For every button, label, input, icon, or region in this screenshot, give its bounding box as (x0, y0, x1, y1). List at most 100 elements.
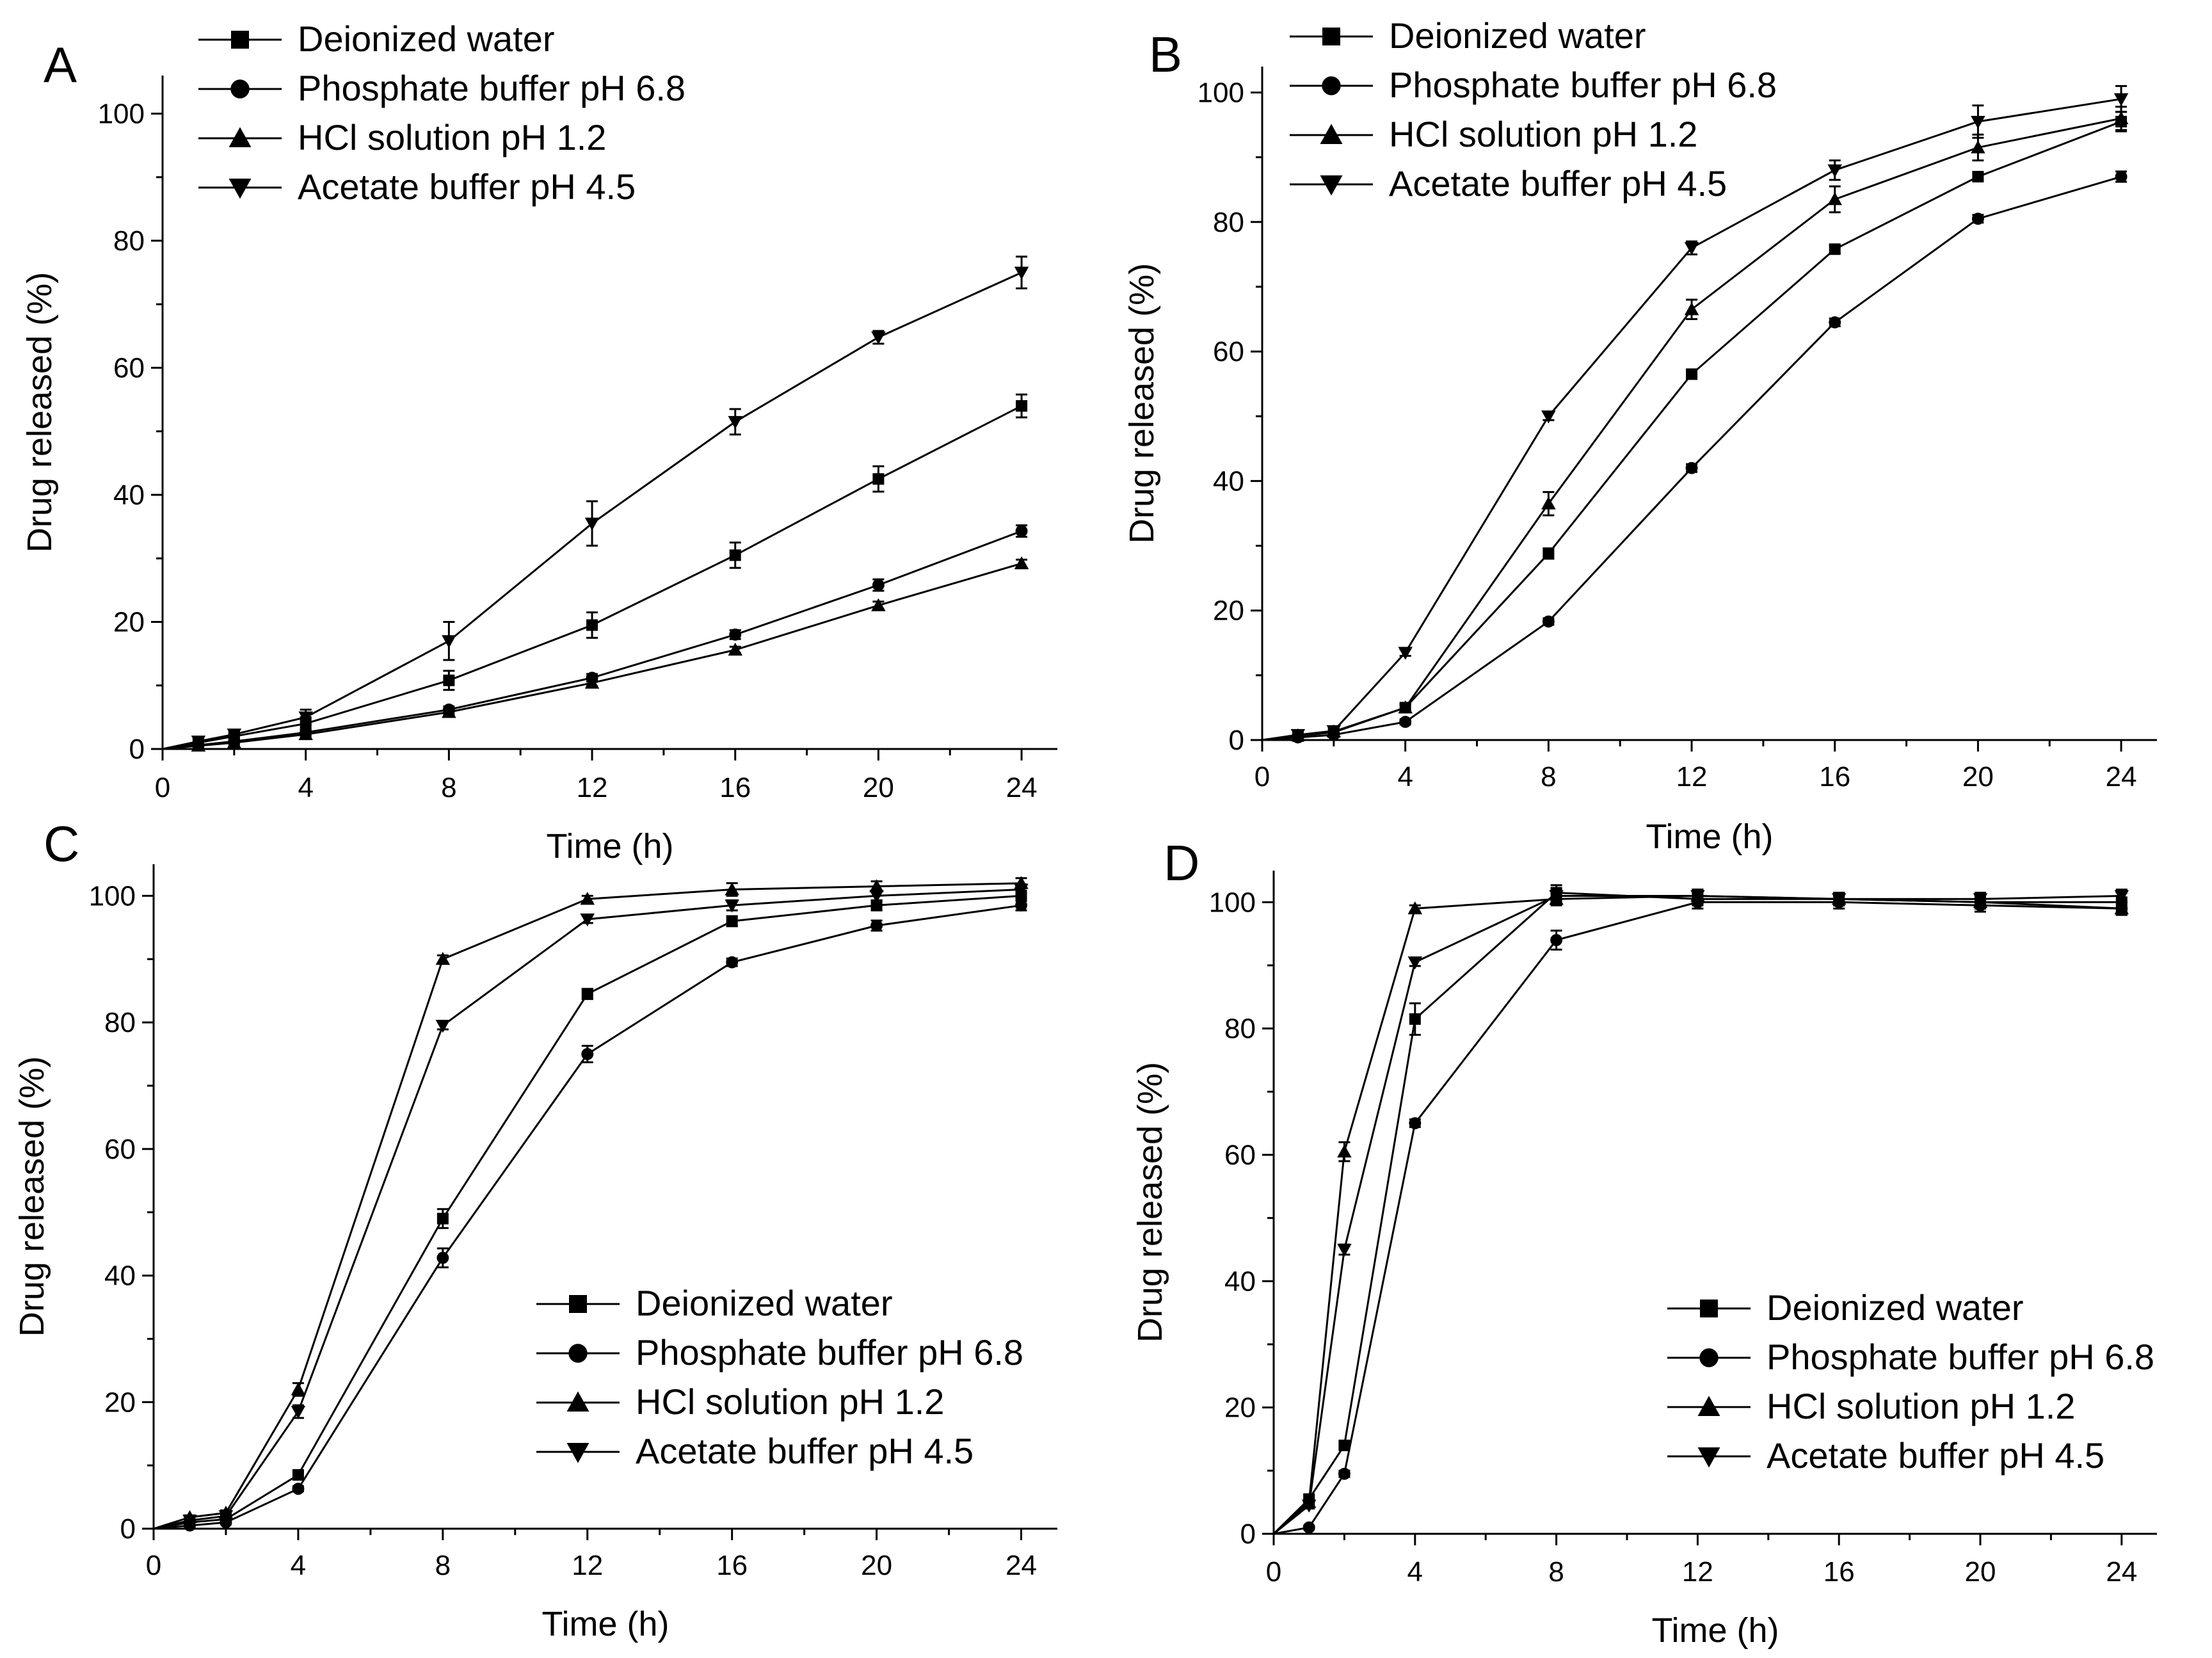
data-point (442, 635, 456, 648)
data-point (435, 1020, 451, 1033)
data-point (872, 579, 885, 592)
x-tick-label: 24 (2106, 761, 2137, 793)
x-tick-label: 12 (1682, 1556, 1713, 1588)
data-point (2115, 170, 2128, 183)
legend-label: Phosphate buffer pH 6.8 (636, 1332, 1023, 1372)
data-point (869, 879, 884, 892)
series-deionized-water (1262, 111, 2128, 742)
x-tick-label: 4 (291, 1550, 306, 1581)
data-point (1685, 462, 1698, 474)
x-tick-label: 0 (146, 1550, 161, 1581)
data-point (1542, 615, 1555, 628)
y-tick-label: 0 (1240, 1518, 1256, 1550)
legend-label: Phosphate buffer pH 6.8 (298, 68, 685, 108)
chart-panel-a: A 0 4 8 12 16 20 24 0 20 40 60 80 100 Time (h) Drug rel… (20, 19, 1057, 865)
y-tick-label: 20 (104, 1387, 136, 1418)
y-tick-label: 80 (113, 225, 145, 257)
legend-label: HCl solution pH 1.2 (298, 117, 606, 157)
legend-marker (228, 127, 252, 147)
data-point (2113, 93, 2129, 106)
legend-marker (228, 179, 252, 199)
data-point (227, 735, 242, 749)
data-point (191, 736, 206, 749)
data-point (1337, 1144, 1352, 1158)
x-tick-label: 0 (155, 772, 170, 803)
data-point (1399, 716, 1412, 728)
x-tick-label: 4 (298, 772, 313, 803)
data-point (726, 915, 738, 927)
series-line (1262, 175, 2122, 741)
y-tick-label: 80 (1224, 1013, 1256, 1045)
data-point (1543, 547, 1555, 559)
x-tick-label: 20 (861, 1550, 892, 1581)
data-point (869, 890, 884, 903)
data-point (584, 517, 600, 531)
legend-label: Acetate buffer pH 4.5 (298, 166, 636, 207)
data-point (870, 899, 883, 912)
data-point (1338, 1439, 1350, 1451)
x-tick-label: 0 (1254, 761, 1270, 793)
data-point (291, 1406, 306, 1419)
data-point (1831, 893, 1847, 906)
legend-marker (1322, 28, 1340, 45)
y-tick-label: 60 (104, 1134, 136, 1165)
data-point (1014, 556, 1029, 570)
legend-label: HCl solution pH 1.2 (1389, 114, 1697, 154)
legend-label: Deionized water (298, 19, 555, 59)
data-point (1302, 1521, 1315, 1534)
series-acetate-buffer-ph-4-5 (1262, 85, 2129, 743)
x-tick-label: 12 (572, 1550, 603, 1581)
data-point (1550, 934, 1563, 946)
x-axis-title: Time (h) (1652, 1611, 1779, 1650)
data-point (1541, 496, 1556, 510)
data-point (726, 956, 739, 969)
y-tick-label: 100 (98, 99, 145, 130)
x-tick-label: 4 (1397, 761, 1413, 793)
legend-marker (569, 1295, 587, 1313)
data-point (725, 882, 739, 896)
data-point (1827, 192, 1842, 205)
data-point (298, 711, 313, 725)
legend-marker (1697, 1396, 1720, 1416)
y-tick-label: 20 (1213, 595, 1244, 627)
legend-marker (1699, 1348, 1719, 1367)
legend-label: Acetate buffer pH 4.5 (1767, 1435, 2104, 1476)
y-tick-label: 60 (1224, 1139, 1256, 1171)
series-line (1262, 117, 2122, 741)
data-point (1301, 1499, 1317, 1513)
series-acetate-buffer-ph-4-5 (162, 255, 1029, 750)
data-point (1409, 1117, 1422, 1130)
data-point (872, 473, 885, 485)
data-point (1290, 728, 1306, 743)
x-tick-label: 24 (1006, 772, 1038, 803)
data-point (291, 1382, 306, 1396)
data-point (1409, 1013, 1421, 1025)
data-point (443, 674, 455, 686)
chart-panel-d: D 0 4 8 12 16 20 24 0 20 40 60 80 100 Time (h) Drug rel… (1131, 835, 2157, 1650)
data-point (292, 1483, 305, 1495)
legend-label: Acetate buffer pH 4.5 (1389, 163, 1727, 204)
data-point (871, 331, 886, 345)
series-acetate-buffer-ph-4-5 (1273, 889, 2129, 1535)
data-point (1971, 115, 1985, 129)
data-point (580, 914, 595, 927)
x-tick-label: 24 (2106, 1556, 2137, 1588)
data-point (1014, 883, 1029, 897)
x-axis-title: Time (h) (547, 827, 674, 865)
data-point (2114, 890, 2129, 903)
x-tick-label: 20 (1965, 1556, 1996, 1588)
y-axis-title: Drug released (%) (1131, 1062, 1169, 1342)
y-tick-label: 80 (104, 1007, 136, 1038)
x-tick-label: 8 (1548, 1556, 1564, 1588)
data-point (1016, 400, 1028, 412)
y-tick-label: 40 (1224, 1266, 1256, 1297)
data-point (729, 628, 742, 641)
x-tick-label: 16 (1819, 761, 1850, 793)
y-tick-label: 0 (129, 734, 145, 765)
x-tick-label: 12 (577, 772, 608, 803)
x-axis-title: Time (h) (1646, 817, 1774, 856)
data-point (1398, 647, 1413, 660)
data-point (1541, 410, 1556, 424)
data-point (1398, 700, 1413, 714)
data-point (1549, 890, 1564, 903)
